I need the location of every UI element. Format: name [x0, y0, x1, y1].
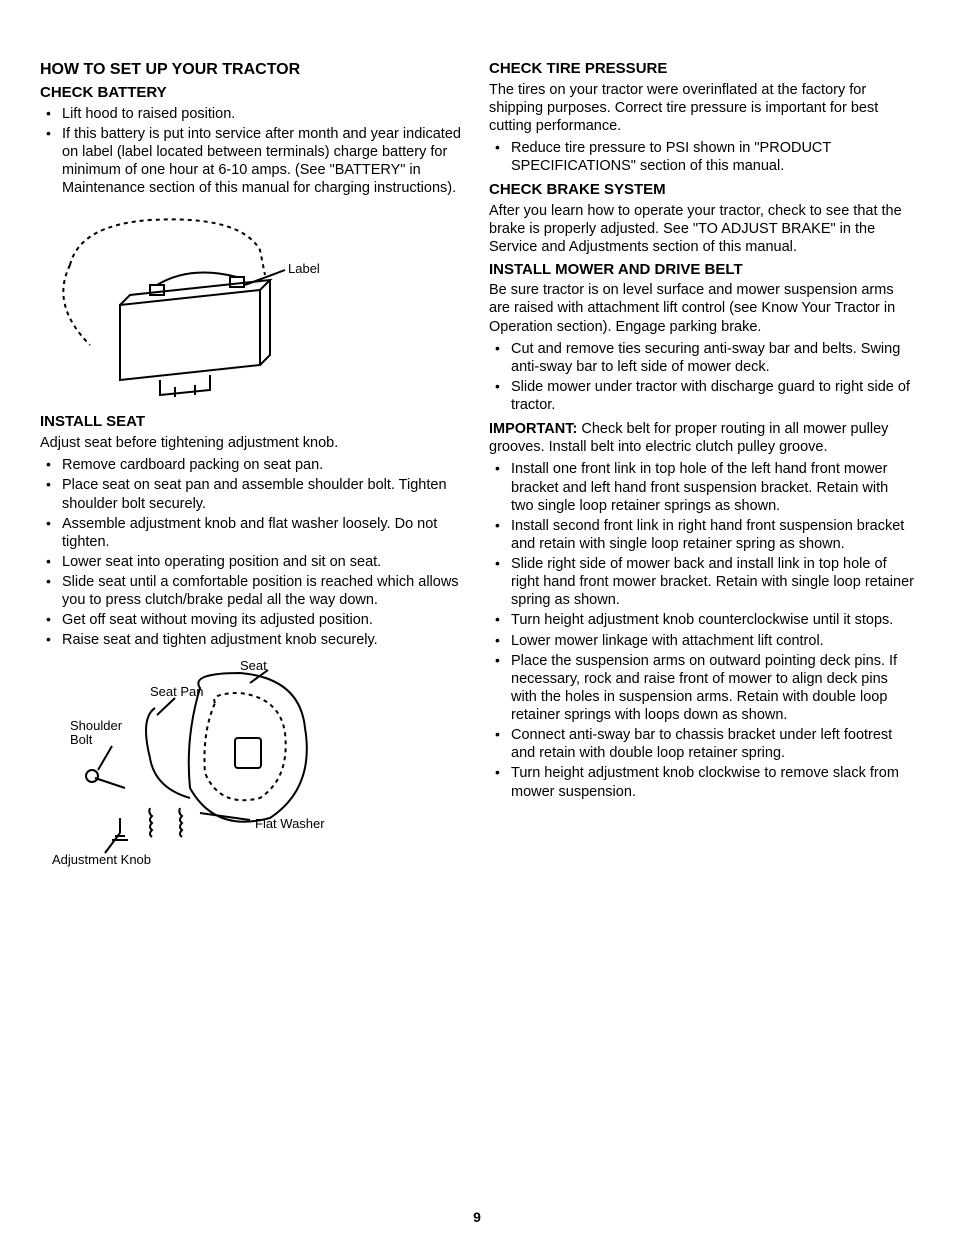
figure-label-flat-washer: Flat Washer	[255, 816, 325, 831]
figure-label-shoulder-bolt-1: Shoulder	[70, 718, 123, 733]
list-item: Turn height adjustment knob clockwise to…	[489, 764, 914, 800]
figure-label-seat: Seat	[240, 658, 267, 673]
list-item: Slide right side of mower back and insta…	[489, 555, 914, 609]
list-item: Lower mower linkage with attachment lift…	[489, 632, 914, 650]
install-mower-intro: Be sure tractor is on level surface and …	[489, 281, 914, 335]
left-column: HOW TO SET UP YOUR TRACTOR CHECK BATTERY…	[40, 60, 465, 1210]
check-tire-intro: The tires on your tractor were overinfla…	[489, 81, 914, 135]
right-column: CHECK TIRE PRESSURE The tires on your tr…	[489, 60, 914, 1210]
list-item: Cut and remove ties securing anti-sway b…	[489, 340, 914, 376]
list-item: Install one front link in top hole of th…	[489, 460, 914, 514]
figure-label-shoulder-bolt-2: Bolt	[70, 732, 93, 747]
list-item: Slide mower under tractor with discharge…	[489, 378, 914, 414]
section-heading-install-seat: INSTALL SEAT	[40, 413, 465, 432]
list-item: Slide seat until a comfortable position …	[40, 573, 465, 609]
install-seat-list: Remove cardboard packing on seat pan. Pl…	[40, 456, 465, 649]
section-heading-check-battery: CHECK BATTERY	[40, 84, 465, 103]
figure-label-adjustment-knob: Adjustment Knob	[52, 852, 151, 867]
list-item: Reduce tire pressure to PSI shown in "PR…	[489, 139, 914, 175]
section-heading-install-mower: INSTALL MOWER AND DRIVE BELT	[489, 261, 914, 280]
install-mower-list-2: Install one front link in top hole of th…	[489, 460, 914, 800]
check-tire-list: Reduce tire pressure to PSI shown in "PR…	[489, 139, 914, 175]
figure-label-label: Label	[288, 261, 320, 276]
install-mower-list-1: Cut and remove ties securing anti-sway b…	[489, 340, 914, 415]
list-item: Connect anti-sway bar to chassis bracket…	[489, 726, 914, 762]
section-heading-check-brake: CHECK BRAKE SYSTEM	[489, 181, 914, 200]
check-battery-list: Lift hood to raised position. If this ba…	[40, 105, 465, 198]
list-item: If this battery is put into service afte…	[40, 125, 465, 198]
list-item: Raise seat and tighten adjustment knob s…	[40, 631, 465, 649]
important-label: IMPORTANT:	[489, 421, 577, 437]
list-item: Place the suspension arms on outward poi…	[489, 652, 914, 725]
seat-figure: Seat Seat Pan Shoulder Bolt Flat Washer …	[40, 658, 380, 868]
figure-label-seat-pan: Seat Pan	[150, 684, 204, 699]
list-item: Get off seat without moving its adjusted…	[40, 611, 465, 629]
check-brake-intro: After you learn how to operate your trac…	[489, 202, 914, 256]
list-item: Remove cardboard packing on seat pan.	[40, 456, 465, 474]
list-item: Assemble adjustment knob and flat washer…	[40, 515, 465, 551]
list-item: Lower seat into operating position and s…	[40, 553, 465, 571]
important-note: IMPORTANT: Check belt for proper routing…	[489, 420, 914, 456]
section-heading-check-tire: CHECK TIRE PRESSURE	[489, 60, 914, 79]
page-title: HOW TO SET UP YOUR TRACTOR	[40, 60, 465, 80]
install-seat-intro: Adjust seat before tightening adjustment…	[40, 434, 465, 452]
list-item: Place seat on seat pan and assemble shou…	[40, 476, 465, 512]
page-number: 9	[473, 1209, 481, 1227]
list-item: Turn height adjustment knob counterclock…	[489, 611, 914, 629]
list-item: Install second front link in right hand …	[489, 517, 914, 553]
list-item: Lift hood to raised position.	[40, 105, 465, 123]
battery-figure: Label	[40, 205, 360, 405]
